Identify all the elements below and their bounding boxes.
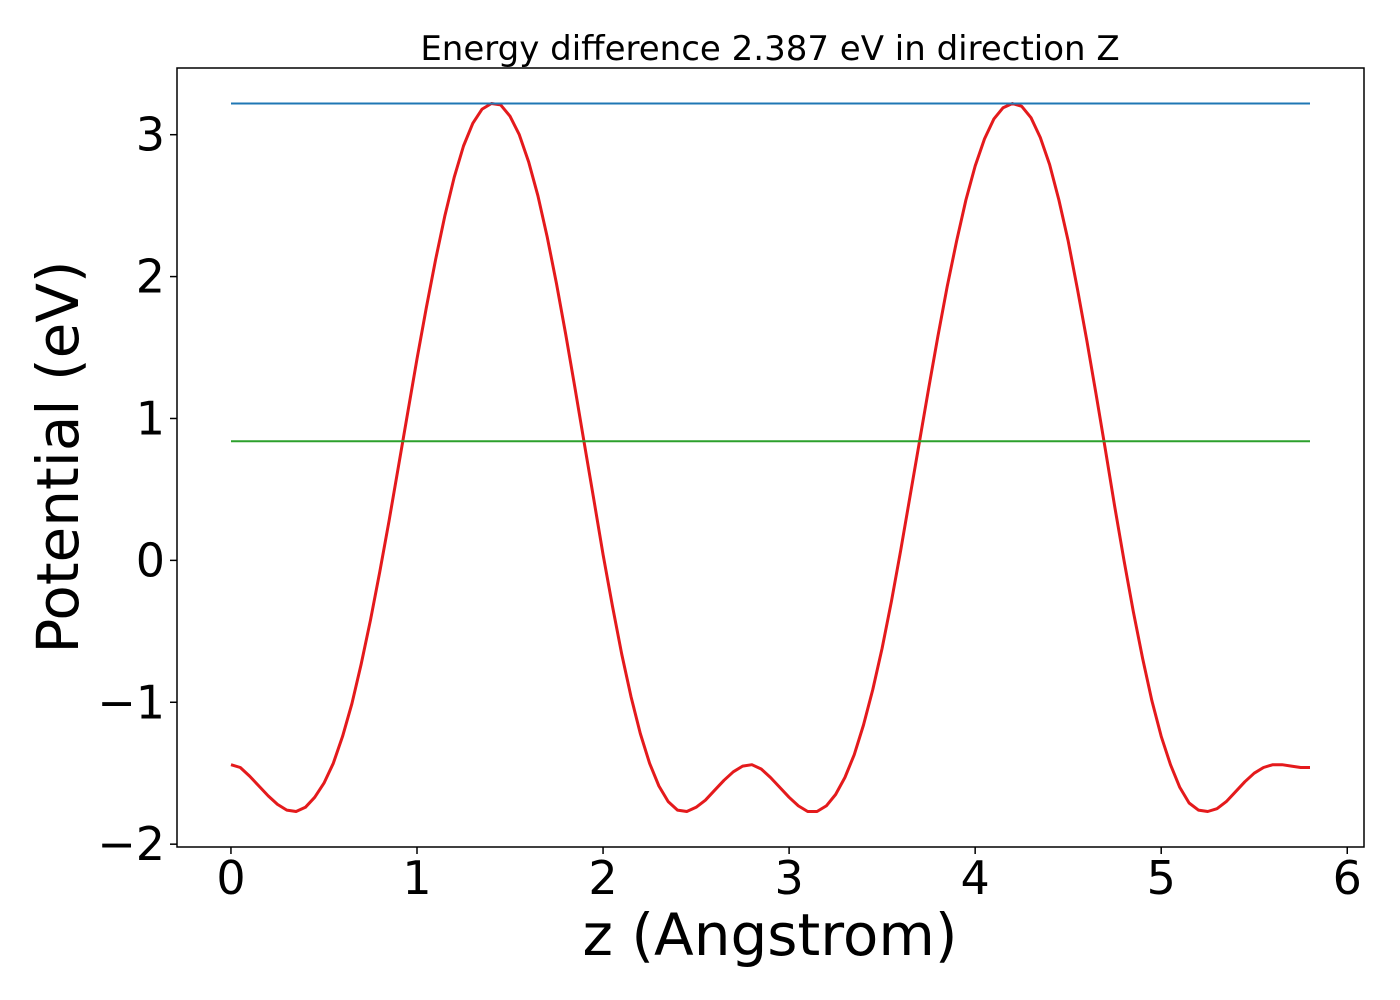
x-tick-label: 0 bbox=[216, 851, 245, 905]
y-tick-label: 1 bbox=[136, 391, 165, 445]
x-tick-label: 4 bbox=[961, 851, 990, 905]
y-tick-label: 2 bbox=[136, 250, 165, 304]
x-tick-label: 6 bbox=[1333, 851, 1362, 905]
plot-frame bbox=[176, 67, 1365, 848]
x-tick-label: 1 bbox=[402, 851, 431, 905]
y-axis-label: Potential (eV) bbox=[24, 260, 92, 653]
y-tick-label: −2 bbox=[97, 817, 165, 871]
x-tick-label: 2 bbox=[588, 851, 617, 905]
chart-title: Energy difference 2.387 eV in direction … bbox=[420, 29, 1119, 69]
y-tick-label: −1 bbox=[97, 675, 165, 729]
x-axis-ticks: 0 1 2 3 4 5 6 bbox=[216, 847, 1362, 905]
y-tick-label: 0 bbox=[136, 533, 165, 587]
y-axis-ticks: −2 −1 0 1 2 3 bbox=[97, 108, 177, 871]
y-tick-label: 3 bbox=[136, 108, 165, 162]
x-tick-label: 3 bbox=[774, 851, 803, 905]
potential-curve bbox=[230, 102, 1310, 813]
x-tick-label: 5 bbox=[1147, 851, 1176, 905]
x-axis-label: z (Angstrom) bbox=[583, 901, 958, 969]
plot-area bbox=[230, 102, 1310, 813]
